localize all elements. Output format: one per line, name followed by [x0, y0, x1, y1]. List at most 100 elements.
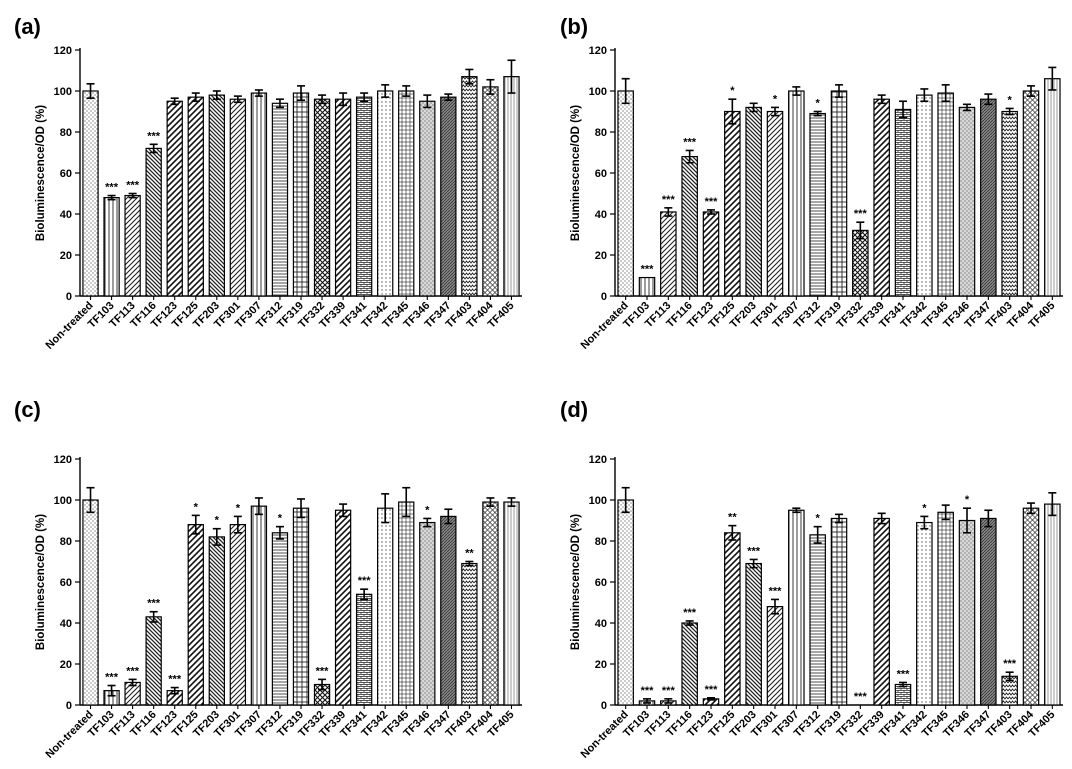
y-tick-label: 20 [595, 250, 607, 262]
bar-TF347 [980, 517, 997, 706]
y-tick-label: 120 [54, 454, 72, 466]
significance-marker: * [965, 494, 970, 506]
bar-TF203 [208, 94, 225, 297]
significance-marker: * [816, 98, 821, 110]
chart-panel-1: (a) 0 20 40 60 80 100 120 Bioluminescence/OD (%)… [14, 14, 522, 352]
y-tick-label: 80 [595, 127, 607, 139]
bar-TF113 [124, 194, 141, 297]
significance-marker: * [922, 502, 927, 514]
bar-Non-treated [82, 90, 99, 297]
significance-marker: *** [641, 685, 655, 697]
bar-TF312 [809, 112, 826, 297]
y-axis-label: Bioluminescence/OD (%) [570, 105, 582, 241]
significance-marker: *** [854, 691, 868, 703]
bar-TF346 [419, 521, 436, 706]
panel-label: (c) [14, 397, 41, 422]
bar-TF339 [334, 98, 352, 297]
bar-TF339 [873, 517, 890, 706]
bar-TF301 [766, 110, 784, 297]
panel-label: (a) [14, 14, 41, 39]
panel-label: (b) [560, 14, 588, 39]
y-tick-label: 100 [54, 495, 72, 507]
bar-TF346 [419, 100, 436, 297]
y-tick-label: 20 [595, 659, 607, 671]
bar-TF341 [355, 96, 373, 297]
bar-TF116 [681, 156, 698, 297]
bar-TF203 [745, 562, 762, 706]
bar-TF341 [355, 593, 373, 706]
bar-TF312 [271, 102, 289, 297]
y-tick-label: 120 [589, 45, 607, 57]
y-tick-label: 60 [60, 577, 72, 589]
significance-marker: *** [747, 545, 761, 557]
significance-marker: * [215, 515, 220, 527]
significance-marker: *** [105, 182, 119, 194]
significance-marker: *** [1003, 658, 1017, 670]
significance-marker: *** [358, 575, 372, 587]
bar-TF307 [250, 505, 268, 706]
significance-marker: *** [126, 180, 140, 192]
bar-TF307 [788, 90, 805, 297]
bar-TF341 [894, 683, 912, 706]
bar-TF346 [958, 106, 976, 297]
significance-marker: *** [683, 607, 697, 619]
bar-TF312 [809, 534, 826, 706]
significance-marker: *** [705, 196, 719, 208]
bar-TF404 [482, 501, 499, 706]
bar-TF103 [638, 276, 656, 297]
significance-marker: * [816, 513, 821, 525]
y-tick-label: 20 [60, 659, 72, 671]
bar-TF346 [958, 519, 976, 706]
bar-TF342 [916, 521, 933, 706]
y-tick-label: 0 [601, 700, 607, 712]
significance-marker: * [194, 501, 199, 513]
bar-TF319 [292, 92, 310, 297]
bar-TF319 [830, 517, 848, 706]
bar-TF301 [229, 523, 247, 706]
bar-TF405 [1044, 503, 1061, 706]
y-tick-label: 20 [60, 250, 72, 262]
bar-TF403 [461, 76, 478, 297]
bar-TF116 [145, 616, 162, 706]
y-tick-label: 60 [595, 577, 607, 589]
y-tick-label: 40 [595, 618, 607, 630]
bar-TF301 [229, 98, 247, 297]
y-axis-label: Bioluminescence/OD (%) [35, 105, 47, 241]
bar-TF116 [145, 147, 162, 297]
y-tick-label: 0 [601, 291, 607, 303]
bar-TF404 [1022, 90, 1040, 297]
bar-TF123 [166, 100, 183, 297]
bar-Non-treated [617, 499, 634, 706]
y-tick-label: 80 [595, 536, 607, 548]
y-tick-label: 60 [595, 168, 607, 180]
significance-marker: *** [168, 674, 182, 686]
significance-marker: *** [105, 672, 119, 684]
y-tick-label: 40 [60, 618, 72, 630]
bar-TF103 [103, 197, 120, 297]
significance-marker: *** [641, 264, 655, 276]
significance-marker: * [236, 502, 241, 514]
chart-panel-2: (b) 0 20 40 60 80 100 120 Bioluminescence/OD (%)… [560, 14, 1063, 352]
significance-marker: *** [705, 684, 719, 696]
chart-panel-4: (d) 0 20 40 60 80 100 120 Bioluminescence/OD (%)… [560, 397, 1063, 761]
bar-TF345 [398, 501, 415, 706]
bar-TF339 [334, 509, 352, 706]
y-tick-label: 100 [589, 495, 607, 507]
significance-marker: ** [465, 548, 474, 560]
bar-TF203 [208, 536, 225, 706]
bar-TF342 [377, 90, 394, 297]
bar-TF347 [440, 96, 457, 297]
significance-marker: *** [854, 208, 868, 220]
significance-marker: * [425, 504, 430, 516]
significance-marker: * [730, 85, 735, 97]
bar-TF404 [1022, 507, 1040, 706]
y-tick-label: 0 [66, 291, 72, 303]
bar-TF332 [852, 229, 869, 297]
significance-marker: *** [662, 194, 676, 206]
y-tick-label: 0 [66, 700, 72, 712]
y-tick-label: 60 [60, 168, 72, 180]
bar-TF125 [187, 523, 204, 706]
bar-TF342 [916, 94, 933, 297]
y-tick-label: 80 [60, 127, 72, 139]
bar-TF403 [461, 562, 478, 706]
